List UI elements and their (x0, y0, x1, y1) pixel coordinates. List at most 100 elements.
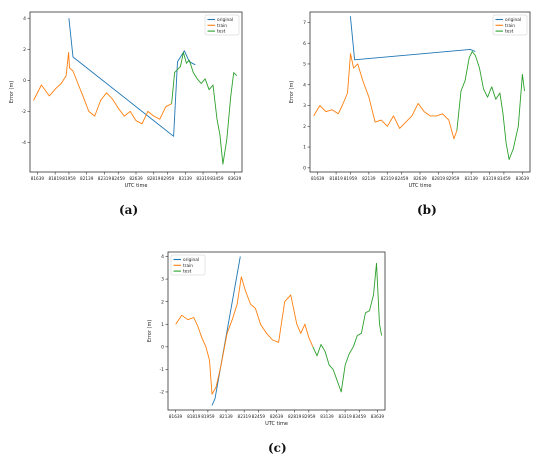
x-tick-label: 82639 (270, 414, 284, 419)
x-tick-label: 82319 (98, 176, 112, 181)
y-tick-label: 4 (303, 82, 306, 88)
x-tick-label: 83139 (464, 176, 478, 181)
x-tick-label: 83139 (320, 414, 334, 419)
chart-b-svg: 81639 81819 81959 82139 82319 82459 82639 82819… (289, 11, 531, 189)
y-tick-label: 2 (23, 47, 26, 53)
x-axis-label: UTC time (265, 421, 288, 427)
legend-label-original: original (505, 17, 521, 23)
caption-a-label: (a) (119, 203, 139, 217)
x-tick-label: 82819 (147, 176, 161, 181)
plot-frame (29, 11, 243, 173)
x-tick-label: 81639 (31, 176, 45, 181)
y-axis-label: Error (m) (9, 81, 15, 104)
plot-frame (309, 11, 531, 173)
y-tick-label: 2 (161, 299, 164, 305)
chart-panel-b: 81639 81819 81959 82139 82319 82459 82639 82819… (280, 0, 550, 230)
legend-label-train: train (505, 23, 515, 29)
legend-label-original: original (217, 17, 233, 23)
series-group (313, 16, 525, 160)
x-tick-label: 82819 (288, 414, 302, 419)
series-line-train (33, 51, 172, 125)
caption-c: (c) (268, 441, 287, 455)
x-tick-label: 81819 (329, 176, 343, 181)
x-tick-label: 82139 (219, 414, 233, 419)
x-tick-label: 82959 (161, 176, 175, 181)
x-tick-label: 82819 (432, 176, 446, 181)
chart-panel-c: 81639 81819 81959 82139 82319 82459 82639 82819… (140, 240, 410, 465)
y-tick-label: -4 (22, 140, 27, 146)
x-tick-label: 83319 (196, 176, 210, 181)
series-line-original (211, 256, 241, 406)
x-axis-label: UTC time (409, 183, 432, 189)
chart-a-svg: 81639 81819 81959 82139 82319 82459 82639 82819… (9, 11, 243, 189)
x-tick-label: 83459 (497, 176, 511, 181)
chart-c-svg: 81639 81819 81959 82139 82319 82459 82639 82819… (147, 251, 386, 427)
x-tick-label: 82139 (80, 176, 94, 181)
x-tick-label: 82959 (302, 414, 316, 419)
y-tick-label: 1 (161, 322, 164, 328)
x-tick-label: 82639 (413, 176, 427, 181)
x-tick-label: 83639 (516, 176, 530, 181)
series-line-original (349, 16, 476, 61)
y-tick-label: 5 (303, 62, 306, 68)
series-group (175, 256, 383, 406)
x-tick-label: 83459 (210, 176, 224, 181)
x-tick-label: 81959 (344, 176, 358, 181)
x-tick-label: 81819 (187, 414, 201, 419)
x-tick-label: 82319 (381, 176, 395, 181)
x-tick-label: 83139 (179, 176, 193, 181)
y-tick-label: -2 (22, 109, 27, 115)
y-tick-label: 0 (303, 165, 306, 171)
caption-a: (a) (119, 203, 138, 217)
series-group (33, 18, 238, 165)
legend-label-test: test (505, 29, 514, 35)
x-tick-label: 81639 (311, 176, 325, 181)
x-tick-label: 82459 (112, 176, 126, 181)
y-tick-label: -2 (160, 390, 165, 396)
x-tick-label: 81819 (48, 176, 62, 181)
x-tick-label: 83639 (371, 414, 385, 419)
x-tick-label: 82959 (446, 176, 460, 181)
caption-b-label: (b) (417, 203, 437, 217)
legend-label-original: original (183, 257, 199, 263)
x-tick-label: 83319 (483, 176, 497, 181)
series-line-original (68, 18, 196, 137)
x-tick-label: 83639 (228, 176, 242, 181)
series-line-test (456, 51, 525, 160)
series-line-train (313, 53, 458, 140)
x-tick-label: 82319 (238, 414, 252, 419)
chart-panel-a: 81639 81819 81959 82139 82319 82459 82639 82819… (0, 0, 270, 230)
x-tick-label: 82459 (395, 176, 409, 181)
y-tick-label: 3 (161, 277, 164, 283)
x-tick-label: 83459 (353, 414, 367, 419)
x-tick-label: 81959 (62, 176, 76, 181)
y-tick-label: 0 (23, 78, 26, 84)
series-line-test (312, 262, 383, 393)
legend-label-train: train (217, 23, 227, 29)
y-tick-label: 3 (303, 103, 306, 109)
x-tick-label: 81959 (201, 414, 215, 419)
series-line-test (171, 51, 238, 165)
plot-frame (167, 251, 386, 411)
legend-label-test: test (183, 269, 192, 275)
y-tick-label: 1 (303, 145, 306, 151)
y-tick-label: 7 (303, 20, 306, 26)
x-tick-label: 82139 (362, 176, 376, 181)
y-tick-label: 0 (161, 344, 164, 350)
y-tick-label: 4 (161, 254, 164, 260)
x-tick-label: 82459 (252, 414, 266, 419)
y-tick-label: 6 (303, 41, 306, 47)
series-line-train (175, 276, 314, 395)
legend-label-test: test (217, 29, 226, 35)
x-tick-label: 81639 (169, 414, 183, 419)
y-tick-label: -1 (160, 367, 165, 373)
x-tick-label: 82639 (129, 176, 143, 181)
caption-c-label: (c) (268, 441, 287, 455)
y-axis-label: Error (m) (147, 320, 153, 343)
legend-label-train: train (183, 263, 193, 269)
x-axis-label: UTC time (125, 183, 148, 189)
y-tick-label: 4 (23, 16, 26, 22)
y-tick-label: 2 (303, 124, 306, 130)
